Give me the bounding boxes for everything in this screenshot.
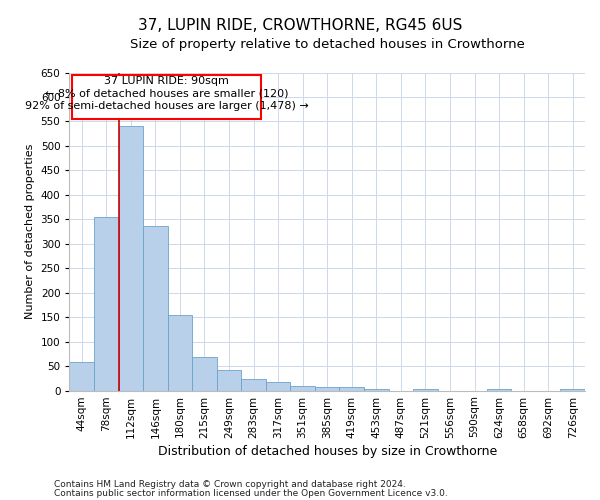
Bar <box>266 382 290 390</box>
Bar <box>315 386 340 390</box>
Bar <box>413 389 437 390</box>
Bar <box>143 226 167 390</box>
Text: Contains HM Land Registry data © Crown copyright and database right 2024.: Contains HM Land Registry data © Crown c… <box>54 480 406 489</box>
Bar <box>340 386 364 390</box>
Bar <box>167 314 192 390</box>
Bar <box>364 389 389 390</box>
Y-axis label: Number of detached properties: Number of detached properties <box>25 144 35 319</box>
Bar <box>119 126 143 390</box>
Title: Size of property relative to detached houses in Crowthorne: Size of property relative to detached ho… <box>130 38 524 51</box>
Text: Contains public sector information licensed under the Open Government Licence v3: Contains public sector information licen… <box>54 488 448 498</box>
Bar <box>94 217 119 390</box>
Bar <box>70 362 94 390</box>
Bar <box>487 389 511 390</box>
Bar <box>560 389 585 390</box>
X-axis label: Distribution of detached houses by size in Crowthorne: Distribution of detached houses by size … <box>158 444 497 458</box>
Bar <box>241 380 266 390</box>
Text: ← 8% of detached houses are smaller (120): ← 8% of detached houses are smaller (120… <box>44 88 288 98</box>
Bar <box>217 370 241 390</box>
Bar <box>192 358 217 390</box>
Bar <box>290 386 315 390</box>
FancyBboxPatch shape <box>72 75 261 119</box>
Text: 92% of semi-detached houses are larger (1,478) →: 92% of semi-detached houses are larger (… <box>25 101 308 111</box>
Text: 37, LUPIN RIDE, CROWTHORNE, RG45 6US: 37, LUPIN RIDE, CROWTHORNE, RG45 6US <box>138 18 462 32</box>
Text: 37 LUPIN RIDE: 90sqm: 37 LUPIN RIDE: 90sqm <box>104 76 229 86</box>
